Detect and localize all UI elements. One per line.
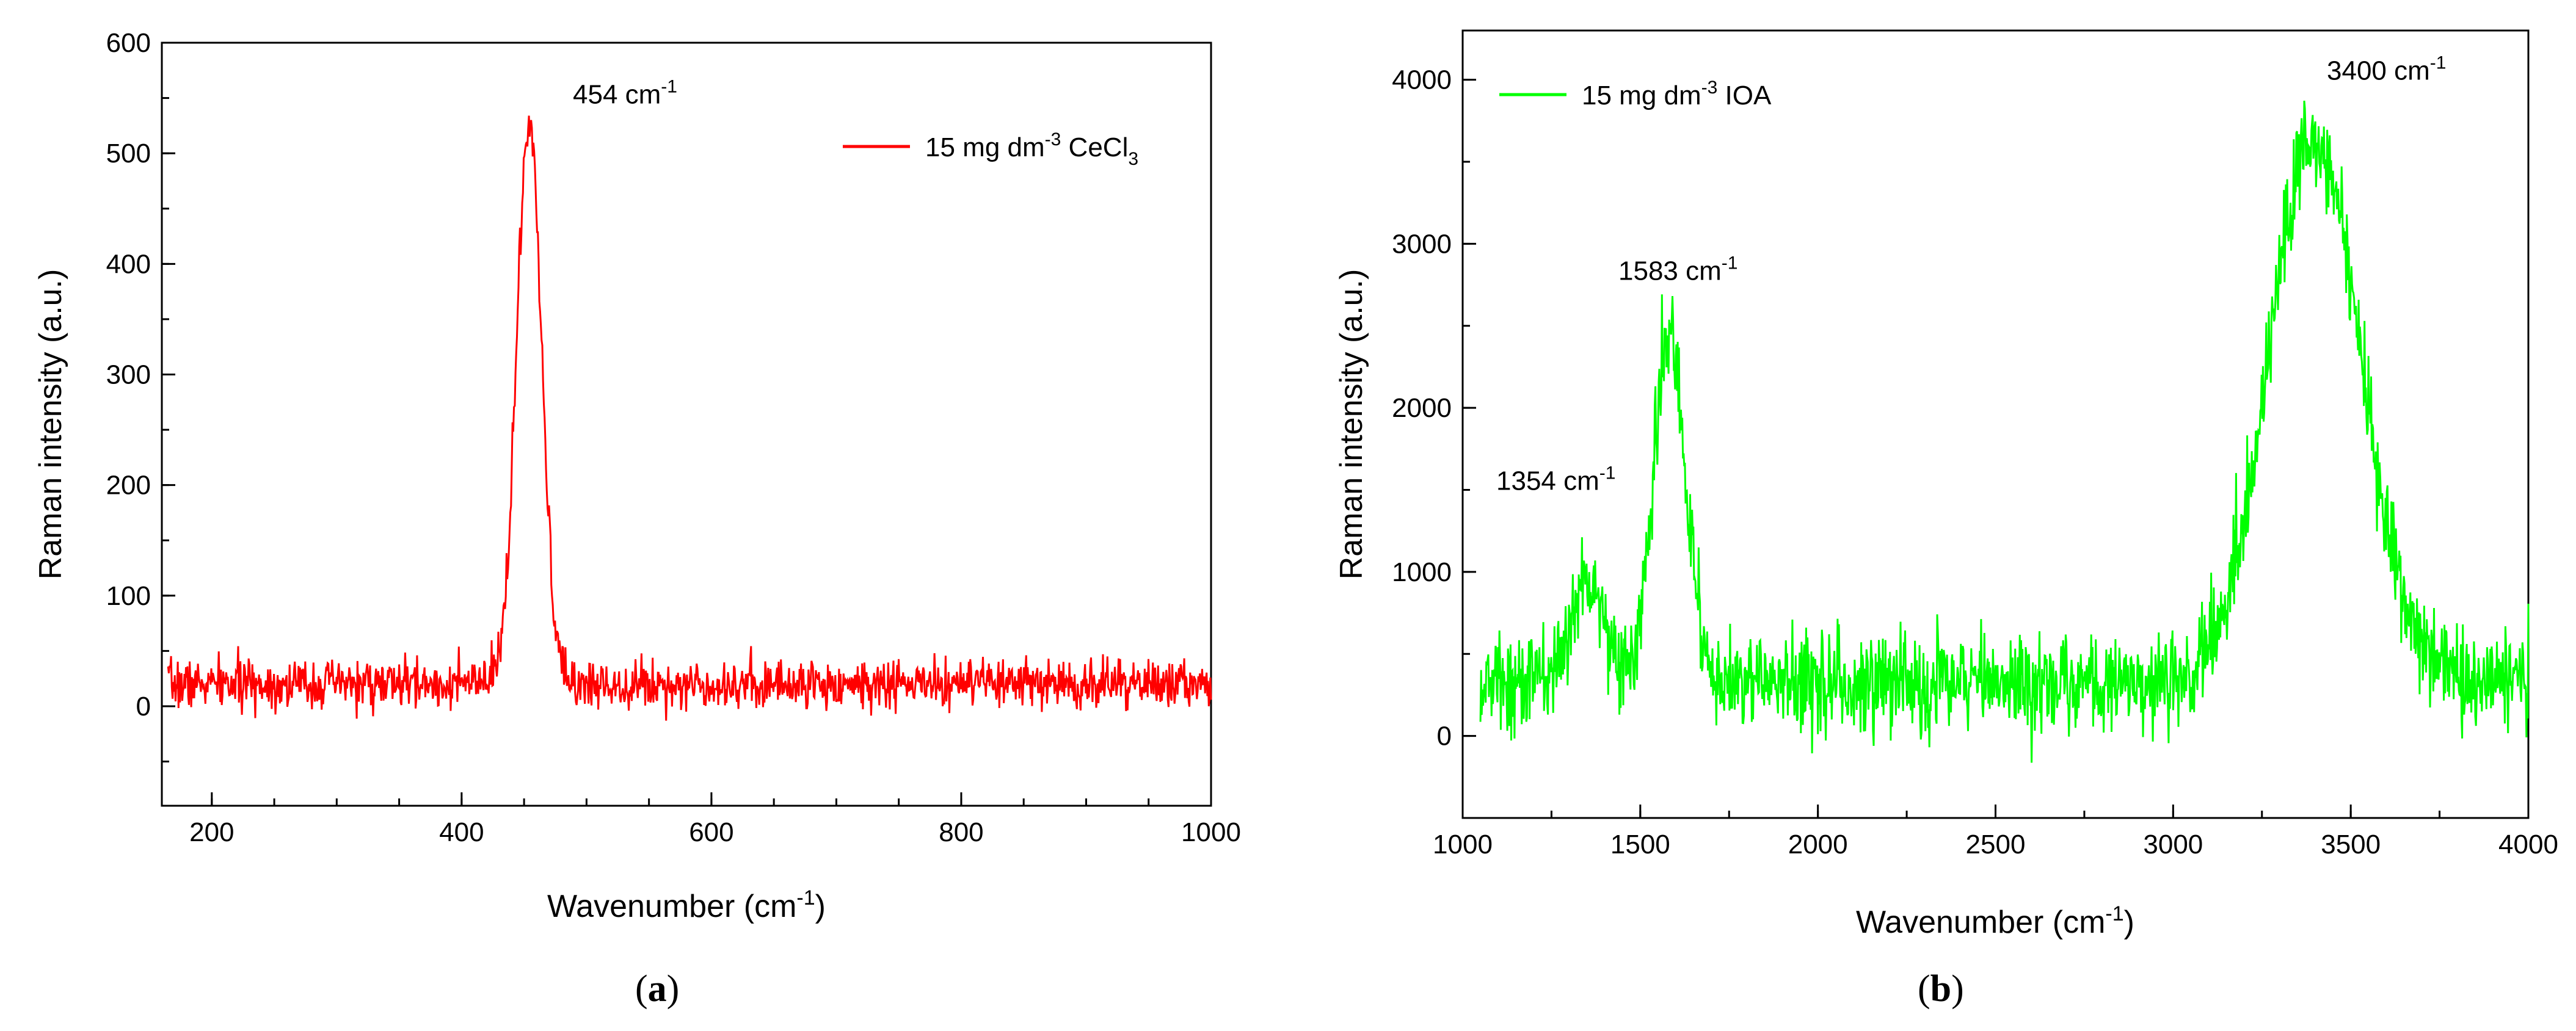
y-tick-label: 400 xyxy=(106,249,151,279)
y-tick-label: 500 xyxy=(106,139,151,168)
series-a xyxy=(167,115,1212,721)
ticks-a: 200 400 600 800 1000 0 100 200 300 400 500 600 xyxy=(106,28,1241,847)
panel-a: 200 400 600 800 1000 0 100 200 300 400 500 600 15 m… xyxy=(33,28,1241,1010)
x-tick-label: 4000 xyxy=(2498,830,2558,859)
y-tick-label: 4000 xyxy=(1392,65,1452,95)
x-axis-title-a: Wavenumber (cm-1) xyxy=(547,886,826,924)
x-tick-label: 1500 xyxy=(1610,830,1670,859)
peak-annotation-454: 454 cm-1 xyxy=(573,77,677,110)
legend-label-b: 15 mg dm-3 IOA xyxy=(1582,78,1772,110)
x-tick-label: 600 xyxy=(689,817,733,847)
panel-b: 1000 1500 2000 2500 3000 3500 4000 0 1000 2000 300… xyxy=(1334,29,2558,1010)
x-tick-label: 2500 xyxy=(1966,830,2026,859)
y-tick-label: 0 xyxy=(1437,722,1452,751)
y-tick-label: 200 xyxy=(106,471,151,501)
series-line-a-0 xyxy=(167,115,1212,721)
y-tick-label: 1000 xyxy=(1392,557,1452,587)
legend-label-a: 15 mg dm-3 CeCl3 xyxy=(925,129,1138,169)
x-axis-title-b: Wavenumber (cm-1) xyxy=(1856,902,2134,940)
y-tick-label: 600 xyxy=(106,28,151,58)
series-line-b-0 xyxy=(1479,100,2530,763)
x-tick-label: 3000 xyxy=(2143,830,2203,859)
y-tick-label: 300 xyxy=(106,360,151,389)
y-axis-title-a: Raman intensity (a.u.) xyxy=(33,269,68,580)
peak-annotation-1583: 1583 cm-1 xyxy=(1618,253,1737,286)
x-tick-label: 3500 xyxy=(2321,830,2381,859)
y-axis-title-b: Raman intensity (a.u.) xyxy=(1334,269,1369,580)
x-tick-label: 2000 xyxy=(1788,830,1848,859)
ticks-b: 1000 1500 2000 2500 3000 3500 4000 0 1000 2000 300… xyxy=(1392,65,2558,859)
y-tick-label: 2000 xyxy=(1392,393,1452,423)
x-tick-label: 200 xyxy=(189,817,234,847)
peak-annotation-1354: 1354 cm-1 xyxy=(1496,463,1615,496)
caption-b: (b) xyxy=(1918,968,1964,1010)
x-tick-label: 1000 xyxy=(1181,817,1241,847)
caption-a: (a) xyxy=(635,968,679,1010)
y-tick-label: 0 xyxy=(136,692,151,722)
x-tick-label: 1000 xyxy=(1433,830,1493,859)
x-tick-label: 400 xyxy=(439,817,484,847)
series-b xyxy=(1479,100,2530,763)
y-tick-label: 3000 xyxy=(1392,229,1452,259)
plot-frame-a xyxy=(161,42,1212,807)
y-tick-label: 100 xyxy=(106,581,151,611)
x-tick-label: 800 xyxy=(939,817,983,847)
peak-annotation-3400: 3400 cm-1 xyxy=(2327,53,2446,86)
